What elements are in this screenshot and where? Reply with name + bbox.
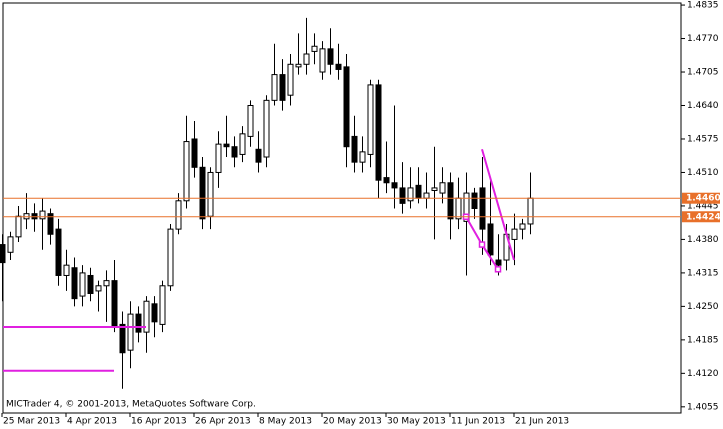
x-tick-label: 11 Jun 2013 [451,417,505,427]
candle-body [87,274,94,295]
candle-body [319,48,326,73]
y-tick-label: 1.4575 [687,134,719,144]
candle-body [399,187,406,204]
candle-body [63,264,70,276]
candle-body [463,192,470,222]
candle-body [0,244,6,264]
plot-frame [2,2,682,414]
candle-body [487,223,494,256]
y-tick-label: 1.4770 [687,34,719,44]
candle-body [327,48,334,65]
y-tick-label: 1.4120 [687,369,719,379]
y-tick-label: 1.4185 [687,335,719,345]
price-level-label: 1.4424 [686,212,721,222]
candle-body [71,267,78,300]
y-tick-label: 1.4510 [687,168,719,178]
candle-body [407,187,414,202]
x-tick-label: 16 Apr 2013 [131,417,187,427]
x-tick-label: 30 May 2013 [387,417,446,427]
candle-body [47,213,54,235]
candle-body [15,215,22,238]
y-tick-label: 1.4445 [687,201,719,211]
candle-body [375,84,382,181]
candle-body [295,63,302,68]
candle-body [183,141,190,202]
candle-body [199,166,206,220]
candle-body [55,228,62,276]
candle-body [103,280,110,287]
y-tick-label: 1.4250 [687,302,719,312]
y-tick-label: 1.4055 [687,402,719,412]
candle-body [303,53,310,65]
trendline [481,149,515,261]
candle-body [367,84,374,155]
candle-body [383,177,390,184]
y-tick-label: 1.4640 [687,101,719,111]
candle-body [287,63,294,96]
x-tick-label: 26 Apr 2013 [195,417,251,427]
candle-body [455,197,462,220]
candle-body [223,143,230,148]
candle-body [359,151,366,163]
price-level-box [682,192,720,204]
candle-body [231,146,238,158]
candle-body [159,285,166,325]
candle-body [271,74,278,101]
candle-body [135,313,142,333]
candle-body [79,272,86,297]
candle-body [239,133,246,155]
footer: MICTrader 4, © 2001-2013, MetaQuotes Sof… [6,400,256,410]
candle-body [119,323,126,354]
candle-body [471,192,478,210]
candle-body [167,228,174,287]
candle-body [351,135,358,163]
candle-body [447,182,454,220]
candle-body [207,171,214,217]
candle-body [511,228,518,240]
candle-body [175,200,182,230]
price-level-label: 1.4460 [686,194,721,204]
candle-body [335,63,342,70]
candle-body [7,236,14,253]
candle-body [495,259,502,266]
candle-body [527,197,534,225]
y-tick-label: 1.4705 [687,68,719,78]
y-tick-label: 1.4835 [687,1,719,11]
y-tick-label: 1.4315 [687,268,719,278]
candle-body [23,213,30,220]
candle-body [415,184,422,199]
candle-body [151,303,158,323]
zigzag-point [494,266,502,273]
x-tick-label: 8 May 2013 [259,417,312,427]
candle-body [423,192,430,199]
candle-body [31,213,38,220]
candle-body [343,66,350,148]
x-tick-label: 20 May 2013 [323,417,382,427]
x-tick-label: 21 Jun 2013 [515,417,569,427]
price-level-box [682,211,720,223]
candle-body [479,187,486,230]
y-tick-label: 1.4380 [687,235,719,245]
candle-body [191,138,198,168]
candle-body [311,45,318,52]
candle-body [431,187,438,191]
x-tick-label: 4 Apr 2013 [67,417,117,427]
candle-body [127,313,134,351]
candle-body [519,223,526,230]
candle-body [143,300,150,333]
candle-body [95,285,102,292]
candle-body [111,280,118,328]
x-tick-label: 25 Mar 2013 [3,417,60,427]
candle-body [215,143,222,173]
candle-body [391,182,398,189]
zigzag-point [478,241,486,248]
candle-body [279,74,286,101]
candle-body [255,148,262,163]
candle-body [263,99,270,158]
candle-body [439,182,446,194]
candle-body [247,105,254,137]
candle-body [39,210,46,220]
